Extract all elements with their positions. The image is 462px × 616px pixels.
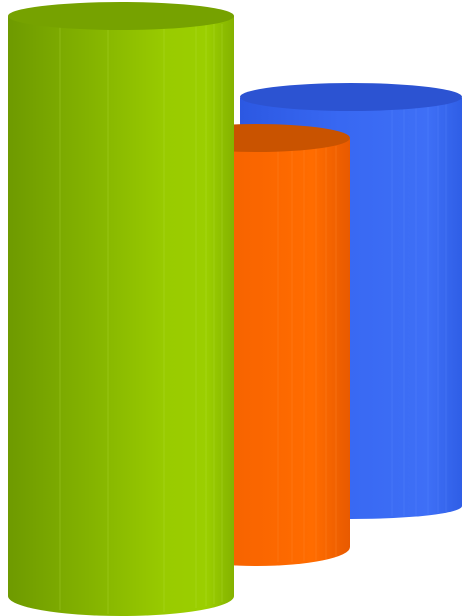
cylinder-green-body [8,16,234,616]
cylinder-green-facets [59,24,223,614]
cylinder-green [8,2,234,616]
cylinder-green-top [8,2,234,30]
cylinder-blue-top [240,83,462,111]
cylinder-orange-facets [277,146,337,562]
cylinder-blue-facets [391,103,447,516]
